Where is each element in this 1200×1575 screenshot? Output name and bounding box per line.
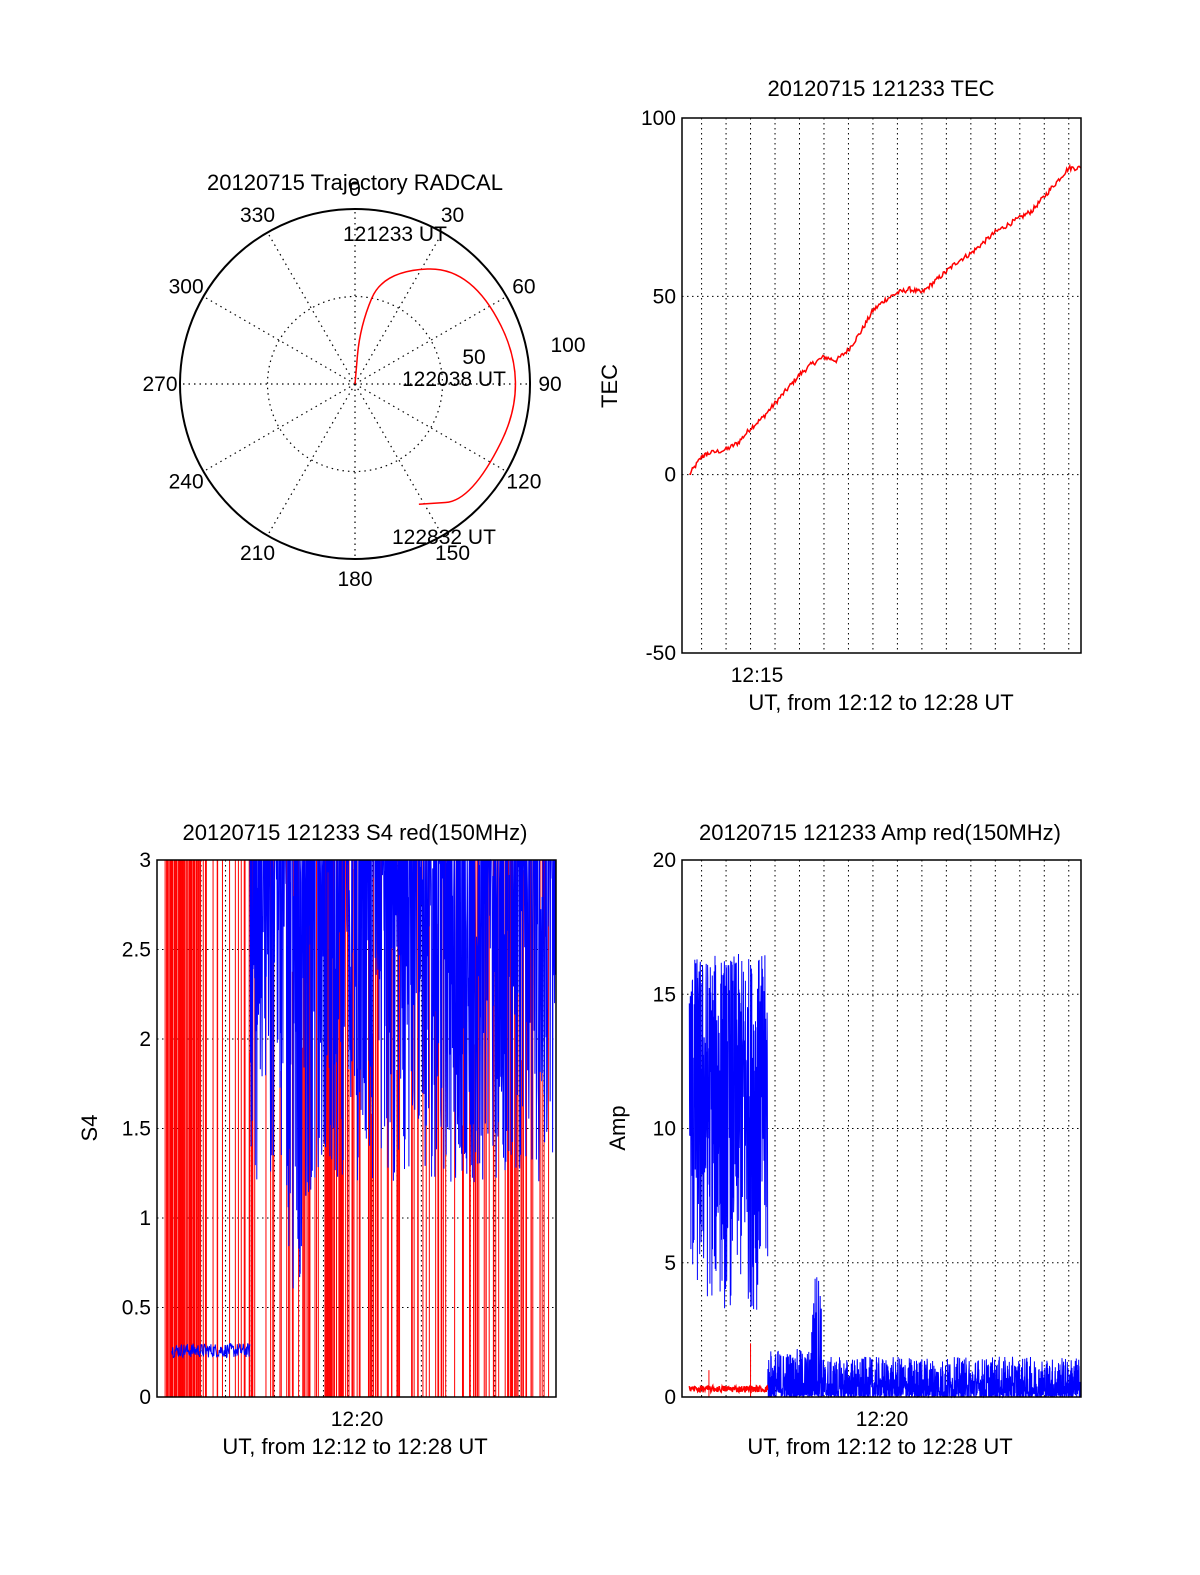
annotation-start: 121233 UT (343, 223, 447, 246)
amp-title: 20120715 121233 Amp red(150MHz) (699, 820, 1061, 845)
tec-x-label: UT, from 12:12 to 12:28 UT (748, 690, 1013, 715)
polar-spoke (354, 383, 444, 536)
s4-plot-frame (156, 859, 557, 1398)
blue-segment (811, 1277, 822, 1398)
trajectory-panel: 20120715 Trajectory RADCAL 0 30 60 90 120 150… (142, 170, 585, 591)
s4-y-label: S4 (77, 1115, 102, 1142)
s4-grid (157, 860, 556, 1397)
y-tick-label: 0 (664, 1386, 676, 1409)
y-tick-label: 5 (664, 1252, 676, 1275)
y-tick-label: 0 (664, 464, 676, 487)
blue-segment (767, 1348, 813, 1399)
polar-angle-label: 240 (169, 471, 204, 494)
y-tick-label: 1.5 (122, 1118, 151, 1141)
blue-baseline (171, 1343, 251, 1359)
tec-panel: 20120715 121233 TEC 100 50 0 -50 12:15 UT, … (597, 76, 1082, 715)
s4-y-ticks: 3 2.5 2 1.5 1 0.5 0 (122, 849, 151, 1409)
trajectory-track (354, 268, 517, 505)
y-tick-label: 2.5 (122, 939, 151, 962)
polar-ring-50 (266, 295, 444, 473)
red-baseline (688, 1383, 769, 1395)
polar-angle-label: 150 (435, 542, 470, 565)
y-tick-label: 100 (641, 107, 676, 130)
blue-segment (688, 953, 769, 1310)
polar-angle-label: 30 (441, 204, 464, 227)
polar-angle-label: 210 (240, 542, 275, 565)
amp-x-tick-label: 12:20 (856, 1408, 909, 1431)
polar-angle-label: 0 (349, 178, 361, 201)
polar-angle-label: 270 (142, 373, 177, 396)
polar-angle-label: 300 (169, 276, 204, 299)
s4-panel: 20120715 121233 S4 red(150MHz) 3 2.5 2 1.5 1… (77, 820, 557, 1459)
y-tick-label: 15 (653, 983, 676, 1006)
amp-panel: 20120715 121233 Amp red(150MHz) 20 15 10 5 0… (605, 820, 1082, 1459)
annotation-end: 122832 UT (392, 526, 496, 549)
tec-grid (682, 118, 1081, 653)
y-tick-label: 10 (653, 1118, 676, 1141)
s4-title: 20120715 121233 S4 red(150MHz) (183, 820, 528, 845)
polar-spoke (354, 383, 507, 473)
radial-label-100: 100 (550, 334, 585, 357)
amp-x-label: UT, from 12:12 to 12:28 UT (747, 1434, 1012, 1459)
polar-grid (180, 209, 530, 559)
y-tick-label: 50 (653, 285, 676, 308)
polar-spoke (266, 383, 356, 536)
amp-blue-series (688, 953, 1082, 1399)
y-tick-label: 1 (139, 1207, 151, 1230)
polar-angle-label: 90 (538, 373, 561, 396)
tec-title: 20120715 121233 TEC (767, 76, 994, 101)
annotation-mid: 122038 UT (402, 368, 506, 391)
amp-plot-frame (681, 859, 1082, 1398)
tec-plot-frame (681, 117, 1082, 654)
y-tick-label: 20 (653, 849, 676, 872)
s4-x-tick-label: 12:20 (331, 1408, 384, 1431)
trajectory-title: 20120715 Trajectory RADCAL (207, 170, 503, 195)
blue-segment (821, 1356, 1082, 1399)
polar-angle-label: 120 (506, 471, 541, 494)
polar-angle-labels: 0 30 60 90 120 150 180 210 240 270 300 330 (142, 178, 561, 591)
y-tick-label: 3 (139, 849, 151, 872)
s4-x-label: UT, from 12:12 to 12:28 UT (222, 1434, 487, 1459)
polar-angle-label: 180 (337, 568, 372, 591)
amp-y-ticks: 20 15 10 5 0 (653, 849, 676, 1409)
y-tick-label: 0.5 (122, 1297, 151, 1320)
amp-red-series (688, 1343, 769, 1397)
tec-y-label: TEC (597, 364, 622, 408)
polar-spoke (203, 383, 356, 473)
y-tick-label: 2 (139, 1028, 151, 1051)
tec-series-line (689, 163, 1082, 476)
polar-spoke (266, 232, 356, 385)
polar-outer-ring (179, 208, 531, 560)
radial-label-50: 50 (462, 346, 485, 369)
amp-y-label: Amp (605, 1105, 630, 1150)
y-tick-label: 0 (139, 1386, 151, 1409)
tec-y-ticks: 100 50 0 -50 (641, 107, 676, 665)
tec-x-tick-label: 12:15 (731, 664, 784, 687)
polar-angle-label: 330 (240, 204, 275, 227)
polar-angle-label: 60 (512, 276, 535, 299)
y-tick-label: -50 (646, 642, 676, 665)
